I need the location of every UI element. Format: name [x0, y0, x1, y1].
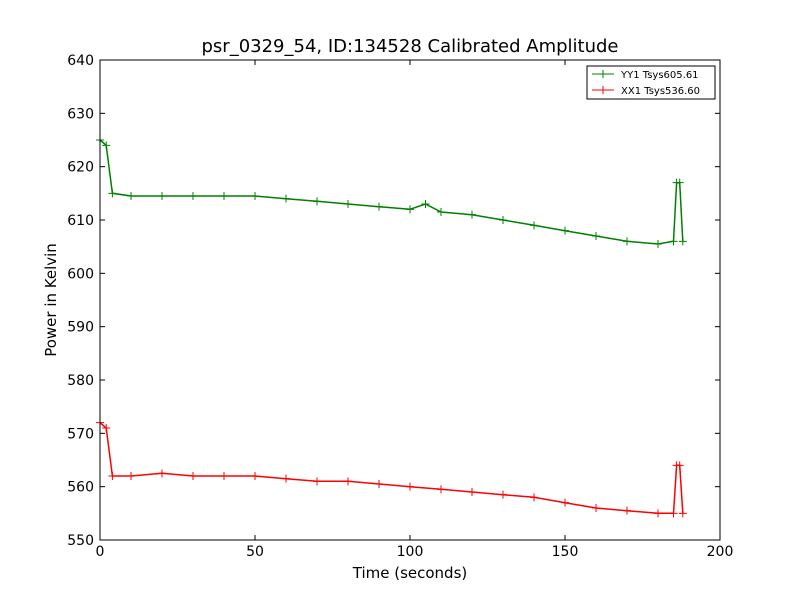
series-1-point — [406, 482, 414, 491]
series-0-point — [421, 200, 430, 208]
x-tick-label: 150 — [552, 544, 579, 560]
series-0-point — [220, 192, 228, 200]
y-tick-label: 550 — [67, 533, 94, 549]
x-axis-label: Time (seconds) — [352, 564, 468, 582]
series-0-point — [623, 237, 631, 246]
x-tick-label: 50 — [246, 544, 264, 560]
x-tick-label: 200 — [707, 544, 734, 560]
legend-marker-yy1 — [599, 70, 607, 78]
y-tick-label: 590 — [67, 320, 94, 336]
series-0-point — [102, 141, 111, 150]
series-0-point — [437, 208, 445, 216]
series-1-point — [437, 485, 445, 494]
series-1-point — [251, 472, 259, 480]
chart-title: psr_0329_54, ID:134528 Calibrated Amplit… — [201, 36, 618, 57]
series-1-point — [561, 498, 569, 507]
y-tick-label: 570 — [67, 426, 94, 442]
series-1-point — [102, 424, 111, 432]
series-1-point — [127, 472, 135, 480]
series-0-point — [313, 197, 321, 206]
series-0-point — [282, 194, 290, 203]
series-1-point — [669, 509, 678, 518]
y-axis-label: Power in Kelvin — [42, 243, 60, 357]
series-1-point — [282, 474, 290, 483]
series-0-point — [654, 240, 662, 248]
series-0-point — [108, 189, 117, 198]
series-1-point — [654, 509, 662, 518]
series-line-0 — [99, 139, 684, 245]
series-1-point — [344, 477, 352, 486]
series-0-point — [468, 210, 476, 219]
y-tick-label: 560 — [67, 480, 94, 496]
legend: YY1 Tsys605.61 XX1 Tsys536.60 — [586, 65, 716, 100]
legend-label-yy1: YY1 Tsys605.61 — [620, 70, 699, 81]
y-tick-label: 630 — [67, 106, 94, 122]
y-tick-label: 620 — [67, 160, 94, 176]
ticks-layer: 0 50 100 150 200 550 560 570 580 590 600 610 620 630 6… — [67, 53, 733, 560]
series-0-point — [127, 192, 135, 200]
x-tick-label: 100 — [397, 544, 424, 560]
series-1-point — [375, 480, 383, 488]
series-1-point — [675, 461, 684, 470]
series-0-point — [158, 192, 166, 200]
series-0-point — [669, 237, 678, 246]
series-0-point — [592, 232, 600, 240]
series-0-point — [675, 178, 684, 187]
legend-marker-xx1 — [599, 86, 607, 94]
y-tick-label: 610 — [67, 213, 94, 229]
series-0-point — [189, 192, 197, 200]
series-0-point — [251, 192, 259, 200]
series-0-point — [678, 237, 687, 246]
series-0-point — [344, 200, 352, 208]
series-1-point — [108, 472, 117, 480]
y-tick-label: 580 — [67, 373, 94, 389]
series-1-point — [313, 477, 321, 486]
series-1-point — [530, 493, 538, 502]
series-1-point — [499, 490, 507, 499]
series-layer — [96, 136, 687, 518]
series-1-point — [623, 506, 631, 515]
y-tick-label: 600 — [67, 266, 94, 282]
series-0-point — [499, 216, 507, 224]
series-1-point — [158, 469, 166, 478]
y-tick-label: 640 — [67, 53, 94, 69]
series-1-point — [220, 472, 228, 480]
series-0-point — [375, 202, 383, 211]
legend-box — [586, 65, 716, 100]
series-0-point — [561, 226, 569, 235]
x-tick-label: 0 — [96, 544, 105, 560]
series-1-point — [468, 488, 476, 496]
series-0-point — [530, 221, 538, 230]
legend-label-xx1: XX1 Tsys536.60 — [621, 86, 700, 97]
series-1-point — [592, 504, 600, 512]
series-1-point — [189, 472, 197, 480]
series-0-point — [406, 205, 414, 214]
series-1-point — [678, 509, 687, 518]
